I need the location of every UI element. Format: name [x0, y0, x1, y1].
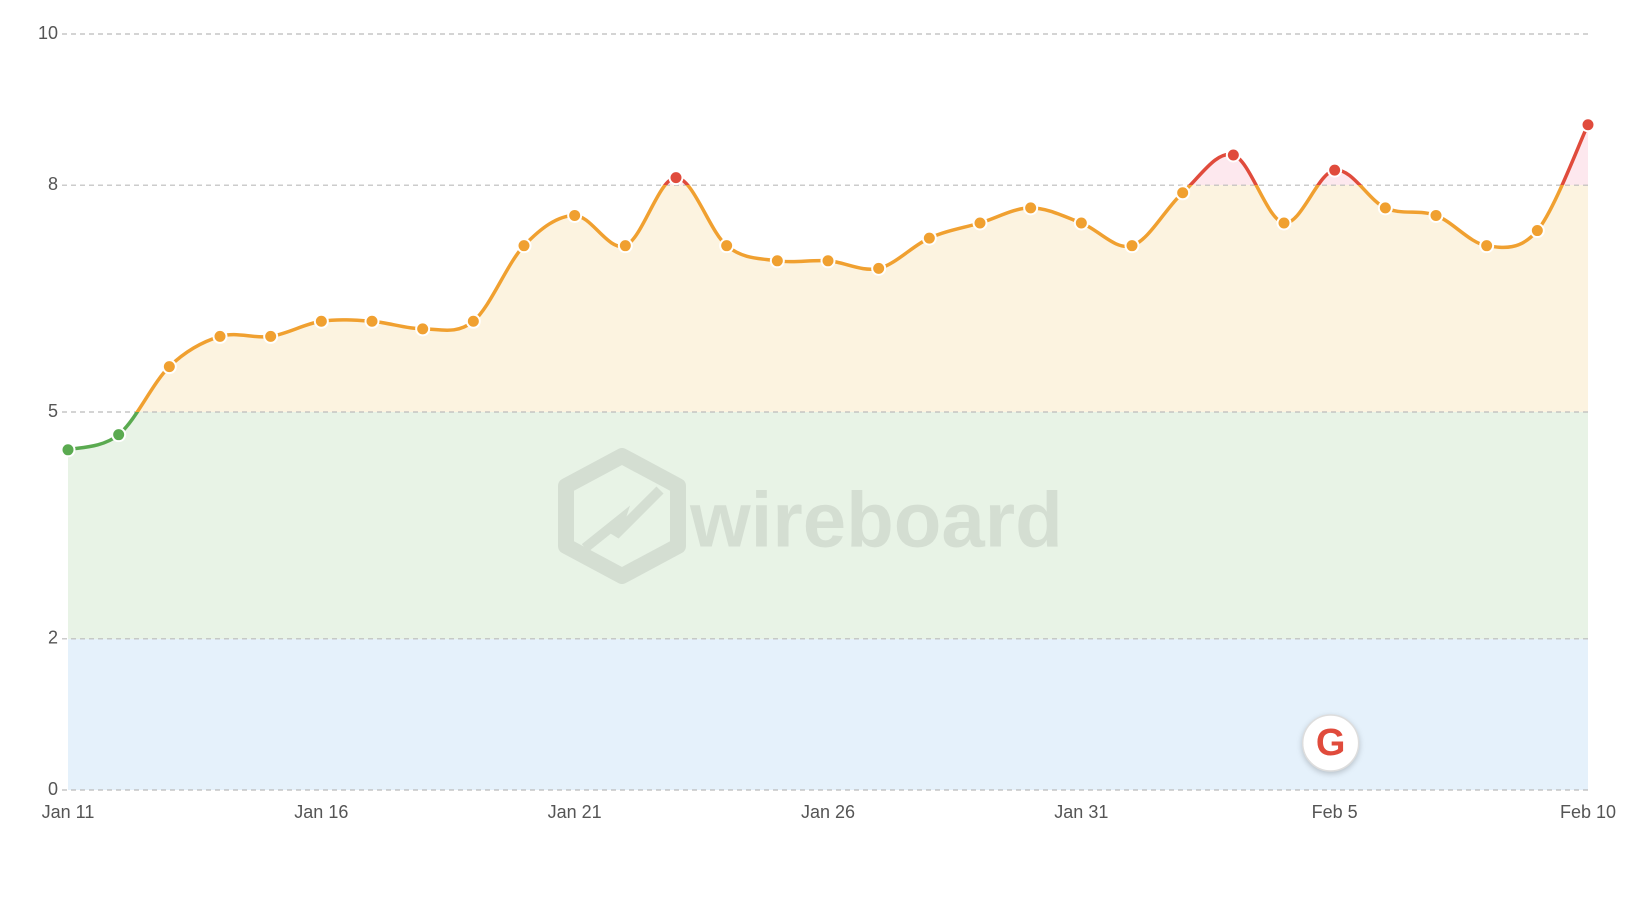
point [1428, 207, 1444, 223]
y-tick-label: 0 [48, 779, 58, 799]
watermark: wireboard [558, 448, 1063, 584]
y-tick-label: 8 [48, 174, 58, 194]
point [871, 260, 887, 276]
x-tick-label: Jan 21 [548, 802, 602, 822]
point [1327, 162, 1343, 178]
point [60, 442, 76, 458]
point [1479, 238, 1495, 254]
y-tick-label: 2 [48, 628, 58, 648]
point [1276, 215, 1292, 231]
point [1023, 200, 1039, 216]
point [668, 170, 684, 186]
point [1377, 200, 1393, 216]
point [617, 238, 633, 254]
y-tick-label: 10 [38, 23, 58, 43]
point [1225, 147, 1241, 163]
x-tick-label: Feb 10 [1560, 802, 1616, 822]
point [1175, 185, 1191, 201]
point [465, 313, 481, 329]
point [364, 313, 380, 329]
x-tick-label: Jan 31 [1054, 802, 1108, 822]
event-marker-label: G [1316, 722, 1346, 764]
point [161, 359, 177, 375]
point [972, 215, 988, 231]
point [567, 207, 583, 223]
point [1580, 117, 1596, 133]
x-tick-label: Jan 11 [42, 802, 95, 822]
event-marker [1301, 714, 1360, 772]
point [1073, 215, 1089, 231]
x-tick-label: Jan 16 [294, 802, 348, 822]
point [820, 253, 836, 269]
x-tick-label: Feb 5 [1312, 802, 1358, 822]
point [313, 313, 329, 329]
point [1529, 223, 1545, 239]
y-tick-label: 5 [48, 401, 58, 421]
watermark-text: wireboard [689, 476, 1063, 564]
point [1124, 238, 1140, 254]
point [415, 321, 431, 337]
point [769, 253, 785, 269]
point [212, 328, 228, 344]
point [516, 238, 532, 254]
x-tick-label: Jan 26 [801, 802, 855, 822]
area-fill [68, 124, 1588, 791]
point [263, 328, 279, 344]
point [111, 427, 127, 443]
point [921, 230, 937, 246]
point [719, 238, 735, 254]
